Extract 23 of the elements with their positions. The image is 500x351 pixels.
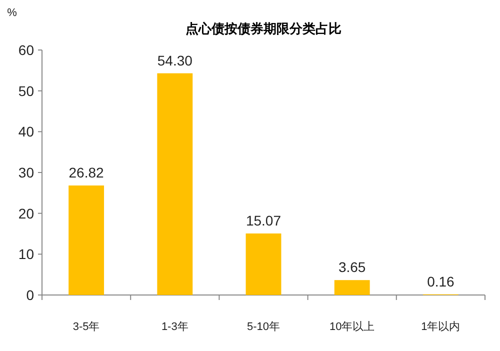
x-tick-label: 3-5年 [72, 321, 100, 333]
x-tick-label: 1-3年 [161, 321, 188, 333]
data-label: 3.65 [338, 259, 366, 276]
bar [334, 280, 370, 295]
y-tick-label: 60 [18, 42, 34, 58]
data-label: 0.16 [427, 273, 455, 290]
y-tick-label: 30 [18, 164, 34, 180]
bar [246, 233, 282, 295]
y-tick-label: 0 [26, 287, 34, 303]
y-tick-label: 40 [18, 124, 34, 140]
y-tick-label: 20 [18, 205, 34, 222]
chart-title: 点心债按债券期限分类占比 [186, 21, 342, 36]
x-tick-label: 1年以内 [421, 320, 460, 333]
data-label: 26.82 [68, 164, 104, 180]
x-tick-label: 5-10年 [246, 321, 280, 333]
x-tick-label: 10年以上 [329, 320, 375, 333]
data-label: 15.07 [246, 212, 282, 228]
bar [157, 73, 193, 295]
bar [68, 185, 104, 295]
y-tick-label: 10 [18, 246, 34, 262]
data-label: 54.30 [157, 52, 193, 68]
y-axis-title: % [7, 7, 18, 19]
y-tick-label: 50 [18, 82, 34, 99]
